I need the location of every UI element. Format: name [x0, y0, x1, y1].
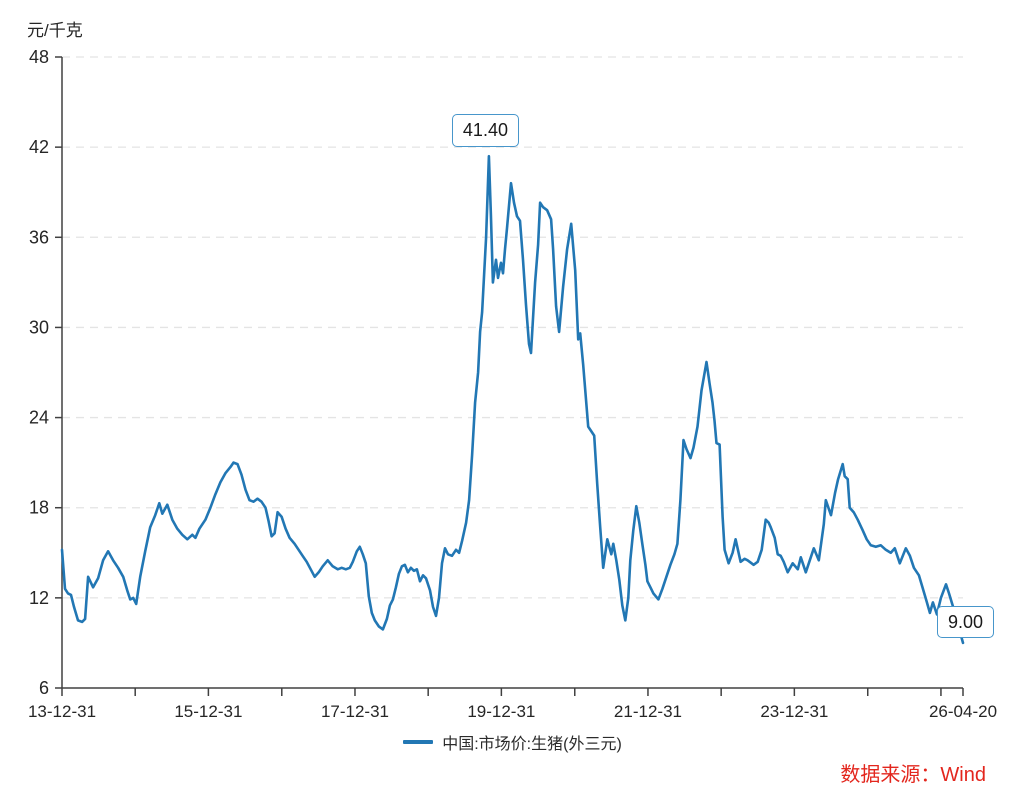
x-tick-label: 15-12-31: [174, 702, 242, 721]
y-tick-label: 18: [29, 498, 49, 518]
y-tick-label: 42: [29, 137, 49, 157]
annotation-peak-value: 41.40: [451, 114, 519, 147]
x-tick-label: 13-12-31: [28, 702, 96, 721]
x-tick-label: 17-12-31: [321, 702, 389, 721]
legend-series-label: 中国:市场价:生猪(外三元): [442, 736, 622, 753]
price-series-line: [60, 154, 965, 645]
x-tick-label: 26-04-20: [929, 702, 997, 721]
annotation-last-value: 9.00: [937, 605, 995, 639]
data-source-note: 数据来源：Wind: [840, 764, 986, 786]
y-tick-label: 48: [29, 47, 49, 67]
y-tick-label: 36: [29, 227, 49, 247]
y-tick-label: 24: [29, 408, 49, 428]
x-tick-label: 19-12-31: [467, 702, 535, 721]
x-tick-label: 23-12-31: [760, 702, 828, 721]
y-tick-label: 6: [39, 678, 49, 698]
x-tick-label: 21-12-31: [614, 702, 682, 721]
y-axis-unit-label: 元/千克: [27, 21, 83, 40]
y-tick-label: 30: [29, 317, 49, 337]
legend-line-swatch: [403, 740, 434, 744]
chart-legend: 中国:市场价:生猪(外三元): [62, 730, 963, 754]
y-tick-label: 12: [29, 588, 49, 608]
